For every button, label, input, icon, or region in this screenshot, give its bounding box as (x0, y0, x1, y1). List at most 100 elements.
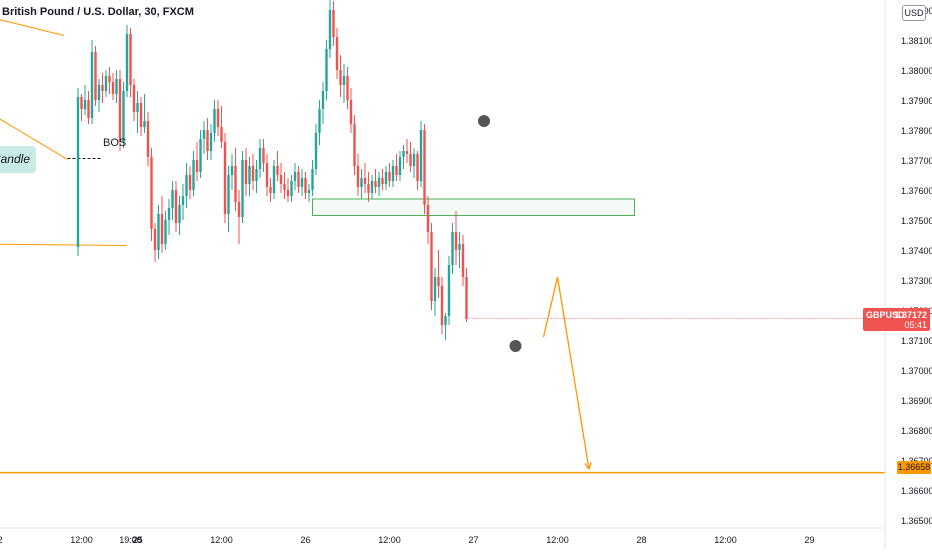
time-tick-label: 19:00 (119, 535, 142, 545)
candle-body (349, 100, 353, 124)
candle-annotation-label[interactable]: Candle (0, 146, 36, 173)
time-tick-label: 12:00 (70, 535, 93, 545)
candle-body (143, 121, 146, 127)
price-tick-label: 1.38000 (901, 66, 932, 76)
candle-body (332, 10, 335, 37)
candle-body (129, 34, 132, 85)
candle-body (104, 76, 108, 91)
candle-body (192, 160, 195, 190)
candle-body (241, 160, 244, 217)
time-tick-label: 29 (804, 535, 814, 545)
price-tick-label: 1.37100 (901, 336, 932, 346)
candle-body (181, 196, 185, 205)
candle-body (97, 85, 101, 100)
candle-body (447, 265, 451, 316)
candle-body (150, 157, 153, 229)
candle-body (458, 244, 461, 250)
candle-body (451, 232, 454, 265)
price-tick-label: 1.36900 (901, 396, 932, 406)
candle-body (223, 142, 227, 214)
price-tag-countdown: 05:41 (904, 320, 927, 330)
candle-body (405, 151, 409, 154)
projection-arrowhead (584, 462, 592, 471)
candle-body (206, 130, 209, 151)
candle-body (283, 184, 286, 190)
candle-body (167, 208, 171, 220)
price-tick-label: 1.37800 (901, 126, 932, 136)
candle-body (101, 85, 104, 91)
candle-body (444, 316, 447, 325)
candle-body (342, 76, 346, 85)
time-tick-label: 12:00 (378, 535, 401, 545)
candle-body (321, 91, 325, 109)
candle-body (423, 130, 426, 205)
time-tick-label: 12:00 (210, 535, 233, 545)
candle-body (272, 166, 276, 193)
candle-body (178, 205, 181, 223)
bos-annotation-label[interactable]: BOS (103, 137, 127, 149)
candle-body (227, 175, 230, 214)
symbol-title[interactable]: British Pound / U.S. Dollar, 30, FXCM (2, 6, 194, 18)
price-tick-label: 1.38100 (901, 36, 932, 46)
candle-body (412, 154, 416, 166)
candle-body (237, 202, 241, 217)
candle-body (293, 172, 297, 181)
price-tag-symbol: GBPUSD (866, 310, 905, 320)
candle-body (118, 79, 122, 142)
candle-body (94, 52, 97, 100)
time-tick-label: 12:00 (714, 535, 737, 545)
candle-body (80, 97, 83, 109)
candle-body (244, 160, 248, 184)
candle-body (276, 166, 279, 175)
candle-body (433, 277, 437, 301)
time-tick-label: 26 (300, 535, 310, 545)
candle-body (157, 214, 160, 250)
candle-body (307, 190, 311, 193)
candle-body (339, 70, 342, 85)
trendline (0, 243, 128, 246)
candle-body (269, 187, 272, 193)
price-tag-value: 1.37172 (894, 310, 927, 320)
candle-body (171, 190, 174, 208)
candle-body (146, 121, 150, 157)
candle-body (461, 244, 465, 277)
pivot-marker (478, 115, 490, 127)
candle-body (115, 79, 118, 94)
candle-body (90, 52, 94, 118)
price-tick-label: 1.37500 (901, 216, 932, 226)
candle-body (416, 154, 419, 181)
candle-body (153, 229, 157, 250)
candle-body (139, 103, 143, 127)
plot-area (0, 0, 885, 474)
candle-body (174, 190, 178, 223)
candle-body (122, 91, 125, 142)
candle-body (251, 166, 255, 181)
candle-body (136, 103, 139, 112)
price-tick-label: 1.36500 (901, 516, 932, 526)
candle-body (290, 181, 293, 196)
trendline (0, 19, 65, 36)
candle-body (265, 163, 269, 187)
candle-body (279, 175, 283, 184)
candle-body (391, 166, 395, 181)
candle-body (437, 277, 440, 286)
currency-badge[interactable]: USD (902, 5, 926, 21)
candle-body (258, 148, 262, 169)
candle-body (346, 76, 349, 100)
candle-body (108, 76, 111, 82)
candle-body (213, 109, 216, 133)
candle-body (248, 166, 251, 184)
candle-body (216, 109, 220, 127)
time-tick-label: 25 (132, 535, 142, 545)
candle-body (370, 181, 374, 193)
time-tick-label: 27 (468, 535, 478, 545)
candle-body (300, 178, 304, 187)
time-tick-label: 28 (636, 535, 646, 545)
price-tick-label: 1.37400 (901, 246, 932, 256)
candle-body (402, 151, 405, 157)
trendline (0, 118, 68, 160)
candle-body (398, 157, 402, 175)
candle-body (328, 10, 332, 49)
